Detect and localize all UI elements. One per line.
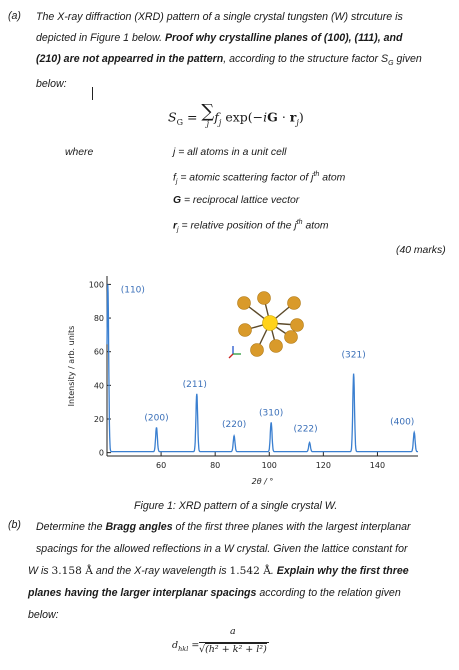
x-axis-label: 2θ / ° <box>252 477 274 486</box>
y-tick-label: 80 <box>94 314 104 323</box>
peak-label: (200) <box>144 413 168 423</box>
definition-rj: rj = relative position of the jth atom <box>173 219 329 234</box>
y-tick-label: 40 <box>94 381 104 390</box>
marks-label: (40 marks) <box>396 245 446 256</box>
xrd-spectrum-line <box>106 284 418 453</box>
peak-label: (400) <box>390 417 414 427</box>
x-tick-label: 100 <box>262 461 277 470</box>
where-label: where <box>65 147 94 158</box>
x-tick-label: 140 <box>370 461 385 470</box>
figure-caption: Figure 1: XRD pattern of a single crysta… <box>134 500 338 512</box>
part-a-line-3: (210) are not appearred in the pattern, … <box>36 53 422 68</box>
peak-label: (220) <box>222 420 246 430</box>
y-tick-label: 0 <box>99 449 104 458</box>
peak-label: (321) <box>342 351 366 361</box>
y-tick-label: 60 <box>94 348 104 357</box>
part-a-line-1: The X-ray diffraction (XRD) pattern of a… <box>36 11 403 23</box>
y-tick-label: 100 <box>89 280 104 289</box>
part-a-label: (a) <box>8 10 21 22</box>
part-b-line-4: planes having the larger interplanar spa… <box>28 587 401 599</box>
part-a-line-4: below: <box>36 78 67 91</box>
xrd-chart: 0 20 40 60 80 100 60 80 100 120 140 2θ / ° Intensity… <box>67 276 418 486</box>
x-tick-label: 120 <box>316 461 331 470</box>
part-b-text: Determine the Bragg angles of the first … <box>28 516 411 626</box>
crystal-structure-icon <box>228 291 304 359</box>
part-b-label: (b) <box>8 519 21 531</box>
definition-fj: fj = atomic scattering factor of jth ato… <box>173 171 346 186</box>
part-a-line-2: depicted in Figure 1 below. Proof why cr… <box>36 32 403 44</box>
definition-j: j = all atoms in a unit cell <box>173 147 287 158</box>
peak-label: (222) <box>293 425 317 435</box>
structure-factor-equation: SG = ∑ j fj exp(−iG · rj) <box>168 101 304 129</box>
part-b-line-1: Determine the Bragg angles of the first … <box>36 521 411 533</box>
part-b-line-2: spacings for the allowed reflections in … <box>36 543 408 555</box>
part-b-line-3: W is 3.158 Å and the X-ray wavelength is… <box>28 565 409 577</box>
y-axis-label: Intensity / arb. units <box>67 326 76 407</box>
part-a-text: The X-ray diffraction (XRD) pattern of a… <box>36 7 422 95</box>
definition-G: G = reciprocal lattice vector <box>173 195 300 206</box>
part-b-line-5: below: <box>28 609 59 621</box>
peak-label: (110) <box>121 285 145 295</box>
x-tick-label: 60 <box>156 461 166 470</box>
y-tick-label: 20 <box>94 415 104 424</box>
text-cursor <box>92 87 93 100</box>
peak-label: (211) <box>183 380 207 390</box>
peak-label: (310) <box>259 408 283 418</box>
x-tick-label: 80 <box>210 461 220 470</box>
